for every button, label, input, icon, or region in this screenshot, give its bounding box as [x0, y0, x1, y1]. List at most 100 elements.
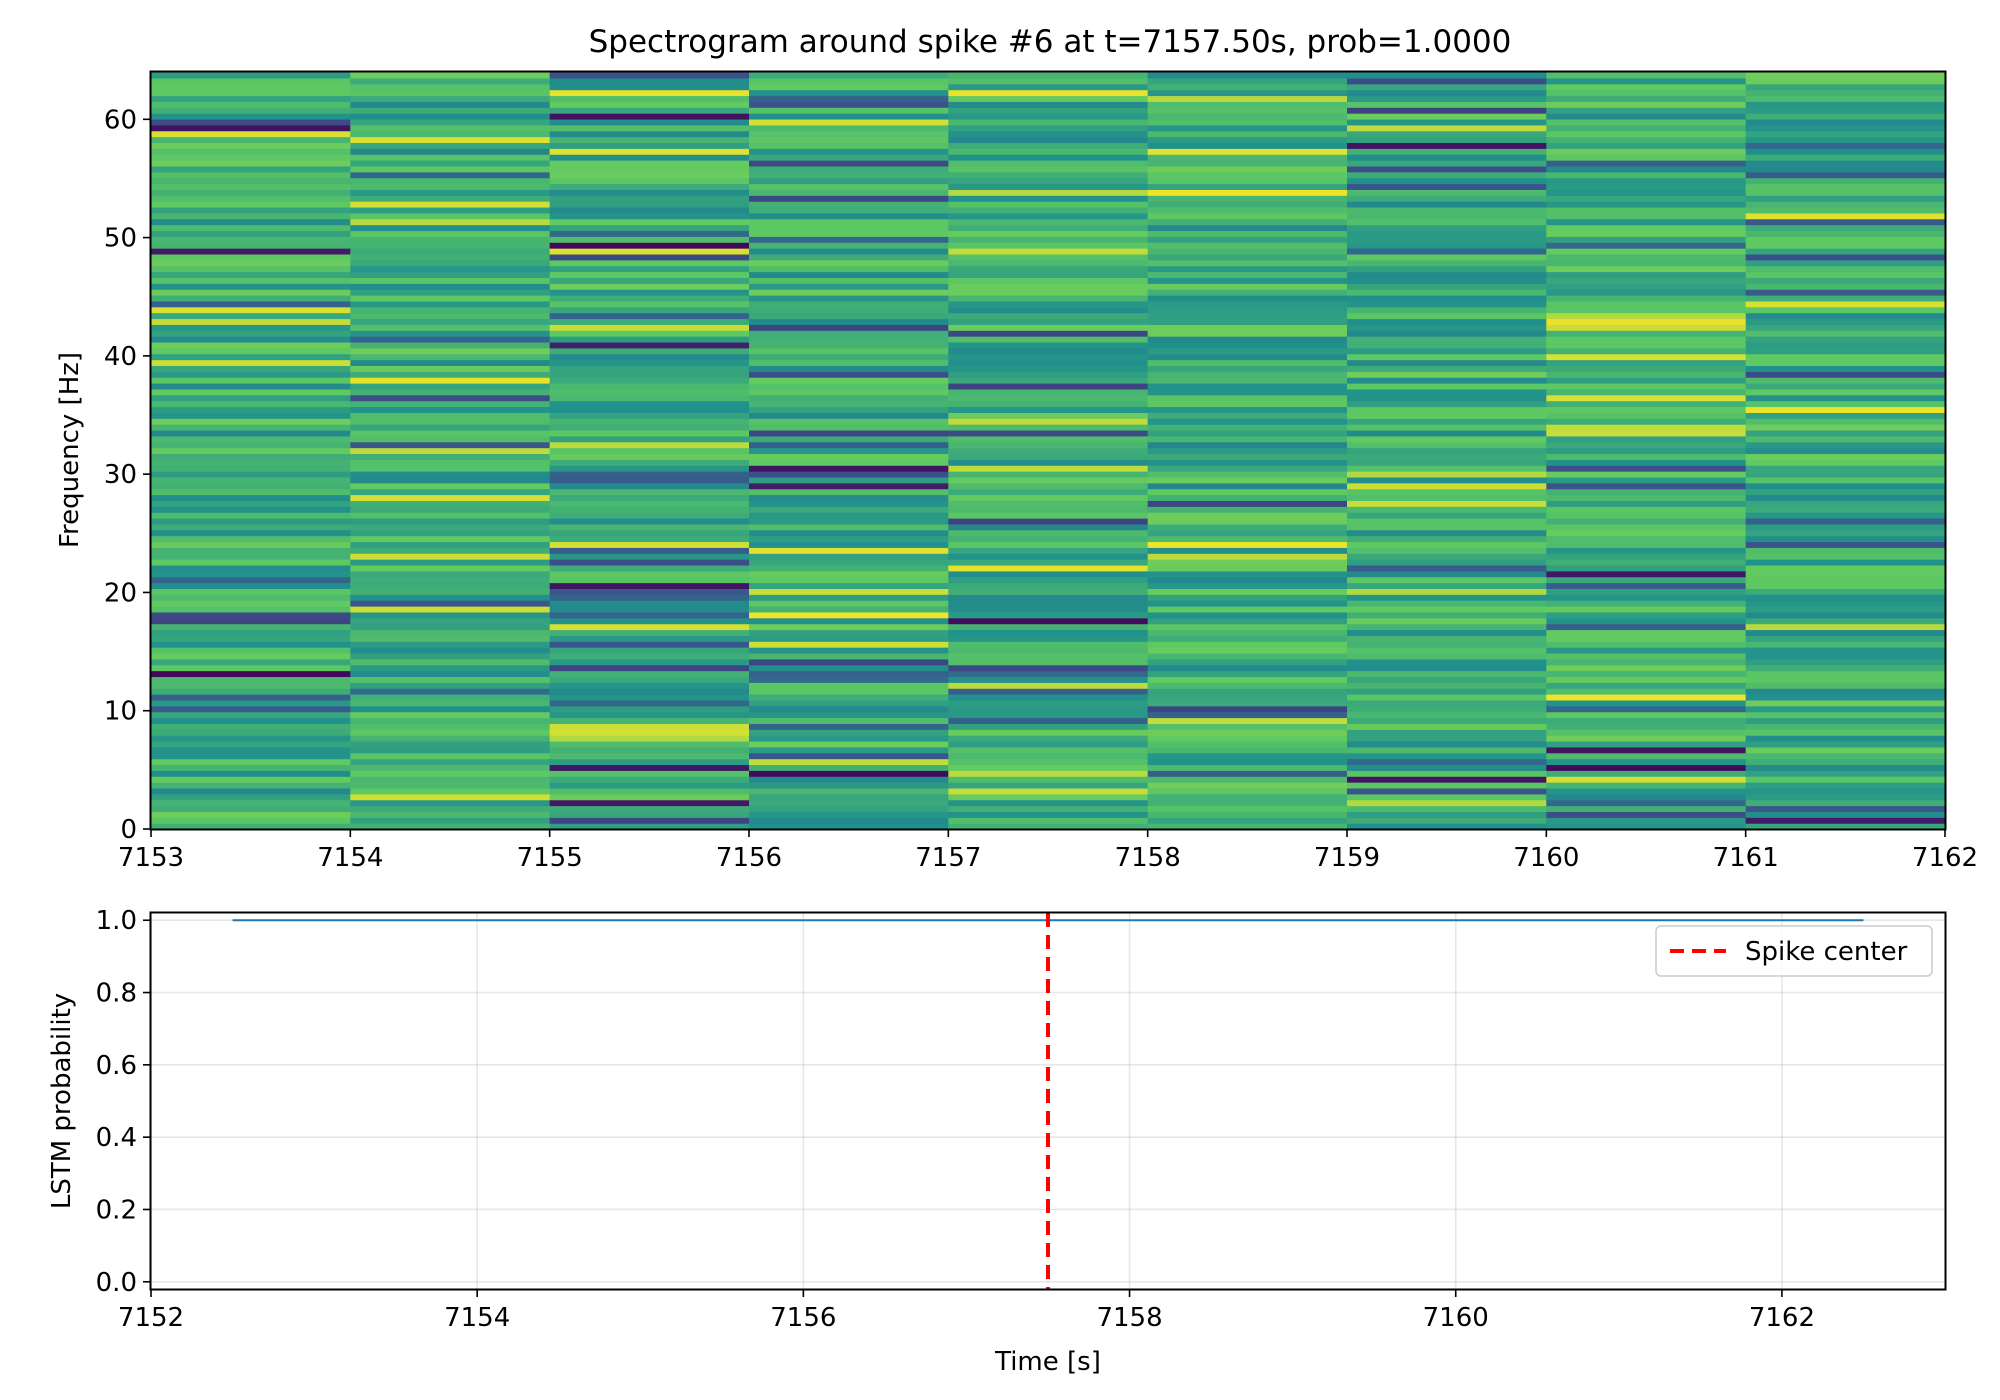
spectrogram-cell	[549, 306, 750, 314]
spectrogram-cell	[1546, 471, 1747, 478]
spectrogram-cell	[1546, 283, 1747, 290]
spectrogram-cell	[1546, 670, 1747, 678]
spectrogram-cell	[948, 77, 1149, 85]
spectrogram-cell	[1347, 500, 1547, 507]
spectrogram-cell	[1347, 523, 1547, 531]
spectrogram-cell	[1546, 752, 1747, 760]
spectrogram-cell	[1347, 183, 1547, 190]
spectrogram-cell	[948, 265, 1149, 273]
spectrogram-cell	[948, 359, 1149, 367]
spectrogram-cell	[1745, 664, 1946, 672]
spectrogram-cell	[350, 782, 551, 789]
spectrogram-cell	[749, 500, 949, 507]
spectrogram-cell	[948, 324, 1149, 331]
spectrogram-cell	[749, 248, 949, 255]
spectrogram-cell	[1147, 77, 1348, 85]
spectrogram-cell	[1546, 412, 1747, 419]
spectrogram-cell	[1347, 770, 1547, 777]
spectrogram-cell	[1347, 465, 1547, 472]
spectrogram-cell	[549, 588, 750, 595]
spectrogram-cell	[1546, 312, 1747, 320]
spectrogram-cell	[948, 341, 1149, 349]
spectrogram-cell	[749, 664, 949, 672]
spectrogram-cell	[749, 553, 949, 560]
spectrogram-cell	[749, 782, 949, 789]
spectrogram-cell	[151, 647, 351, 654]
spectrogram-cell	[948, 124, 1149, 132]
spectrogram-cell	[350, 353, 551, 361]
spectrogram-cell	[1546, 699, 1747, 707]
spectrogram-cell	[350, 89, 551, 97]
spectrogram-cell	[1745, 746, 1946, 754]
spectrogram-cell	[948, 588, 1149, 595]
spectrogram-cell	[948, 371, 1149, 378]
spectrogram-cell	[1347, 312, 1547, 320]
spectrogram-cell	[1147, 124, 1348, 132]
spectrogram-cell	[1347, 347, 1547, 355]
spectrogram-cell	[350, 277, 551, 284]
spectrogram-cell	[1347, 412, 1547, 419]
spectrogram-cell	[1546, 606, 1747, 613]
spectrogram-cell	[549, 383, 750, 390]
spectrogram-cell	[948, 805, 1149, 812]
spectrogram-cell	[350, 776, 551, 783]
spectrogram-cell	[749, 300, 949, 308]
spectrogram-cell	[350, 641, 551, 648]
spectrogram-cell	[749, 383, 949, 390]
spectrogram-cell	[1745, 107, 1946, 114]
spectrogram-cell	[1745, 793, 1946, 801]
spectrogram-cell	[151, 130, 351, 138]
spectrogram-cell	[151, 300, 351, 308]
spectrogram-cell	[948, 383, 1149, 390]
spectrogram-cell	[1347, 682, 1547, 689]
spectrogram-cell	[1347, 154, 1547, 161]
spectrogram-cell	[749, 412, 949, 419]
spectrogram-cell	[350, 206, 551, 214]
spectrogram-cell	[549, 195, 750, 202]
spectrogram-cell	[151, 341, 351, 349]
spectrogram-cell	[350, 635, 551, 642]
spectrogram-cell	[350, 160, 551, 167]
spectrogram-cell	[549, 564, 750, 572]
spectrogram-cell	[1347, 471, 1547, 478]
spectrogram-cell	[1546, 218, 1747, 226]
spectrogram-cell	[1147, 476, 1348, 484]
spectrogram-cell	[151, 224, 351, 232]
spectrogram-cell	[1147, 318, 1348, 325]
spectrogram-cell	[1745, 576, 1946, 584]
spectrogram-cell	[1546, 740, 1747, 748]
spectrogram-cell	[749, 189, 949, 196]
spectrogram-cell	[350, 154, 551, 161]
spectrogram-cell	[1745, 377, 1946, 384]
spectrogram-cell	[749, 160, 949, 167]
spectrogram-cell	[1546, 658, 1747, 666]
spectrogram-cell	[151, 412, 351, 419]
spectrogram-cell	[350, 717, 551, 724]
spectrogram-cell	[350, 189, 551, 196]
spectrogram-cell	[1147, 330, 1348, 337]
x-tick-label: 7156	[716, 843, 782, 873]
spectrogram-cell	[948, 758, 1149, 766]
spectrogram-cell	[1546, 148, 1747, 155]
spectrogram-cell	[1147, 383, 1348, 390]
spectrogram-cell	[1347, 171, 1547, 179]
spectrogram-cell	[350, 506, 551, 513]
spectrogram-cell	[151, 705, 351, 713]
spectrogram-cell	[1347, 271, 1547, 278]
spectrogram-cell	[350, 740, 551, 748]
spectrogram-cell	[948, 377, 1149, 384]
spectrogram-cell	[749, 629, 949, 636]
spectrogram-cell	[749, 77, 949, 85]
spectrogram-cell	[749, 124, 949, 132]
spectrogram-cell	[749, 453, 949, 460]
spectrogram-cell	[749, 165, 949, 173]
spectrogram-cell	[948, 271, 1149, 278]
spectrogram-cell	[1347, 318, 1547, 325]
spectrogram-cell	[1347, 388, 1547, 396]
spectrogram-cell	[151, 377, 351, 384]
spectrogram-cell	[549, 559, 750, 566]
spectrogram-cell	[1546, 165, 1747, 173]
x-tick-label: 7160	[1513, 843, 1579, 873]
spectrogram-cell	[1347, 377, 1547, 384]
spectrogram-cell	[1347, 676, 1547, 683]
